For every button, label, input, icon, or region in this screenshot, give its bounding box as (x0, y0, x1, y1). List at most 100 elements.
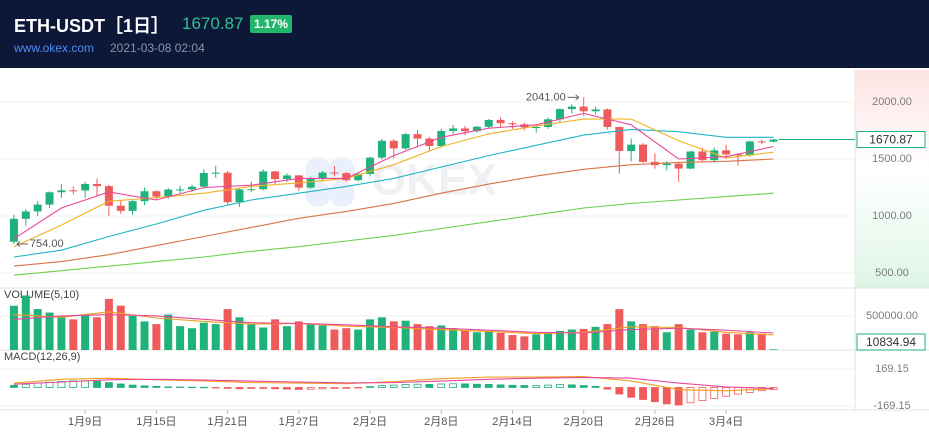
value-tag: 10834.94 (866, 335, 916, 349)
volume-bar (662, 332, 671, 350)
y-tick-label: -169.15 (873, 400, 910, 412)
candle-body (282, 175, 291, 180)
candle-body (722, 150, 731, 155)
macd-bar (520, 385, 529, 388)
y-tick-label: 1000.00 (872, 210, 912, 222)
candle-body (271, 171, 280, 180)
macd-bar (152, 385, 161, 388)
volume-bar (722, 333, 731, 350)
volume-bar (757, 333, 766, 350)
high-label: 2041.00 (526, 91, 566, 103)
macd-bar (164, 386, 173, 388)
candle-body (508, 123, 517, 125)
volume-bar (567, 329, 576, 350)
candle-body (472, 126, 481, 132)
volume-bar (555, 330, 564, 350)
volume-bar (508, 335, 517, 350)
macd-bar (472, 383, 481, 388)
macd-bar (330, 387, 339, 389)
macd-bar (413, 383, 422, 388)
volume-bar (93, 317, 102, 350)
y-tick-label: 500000.00 (866, 310, 918, 322)
watermark-text: OKEX (372, 156, 497, 205)
candle-body (639, 144, 648, 162)
macd-bar (639, 387, 647, 400)
candle-body (104, 186, 113, 206)
candle-body (757, 141, 766, 143)
candle-body (615, 126, 624, 152)
volume-bar (710, 331, 719, 350)
candle-body (235, 189, 244, 203)
volume-bar (116, 305, 125, 350)
volume-bar (21, 295, 30, 350)
volume-bar (532, 334, 541, 350)
candle-body (57, 190, 66, 193)
candle-body (93, 183, 102, 187)
x-tick-label: 1月9日 (68, 416, 102, 428)
candle-body (342, 173, 351, 181)
x-tick-label: 2月14日 (492, 416, 532, 428)
candle-body (69, 190, 78, 192)
candle-body (532, 126, 541, 128)
candle-body (710, 150, 719, 161)
macd-bar (378, 385, 386, 388)
volume-bar (734, 334, 743, 350)
volume-bar (199, 322, 208, 350)
volume-bar (271, 319, 280, 350)
volume-bar (425, 326, 434, 350)
macd-bar (104, 382, 113, 388)
macd-bar (271, 387, 279, 390)
y-tick-label: 2000.00 (872, 96, 912, 108)
logo-dot (329, 181, 355, 207)
panel-title: VOLUME(5,10) (4, 289, 79, 301)
candle-body (484, 119, 493, 127)
candle-body (401, 134, 410, 149)
y-tick-label: 169.15 (875, 363, 909, 375)
candle-body (769, 139, 778, 142)
macd-bar (532, 385, 541, 388)
volume-bar (354, 329, 363, 350)
macd-bar (544, 384, 552, 388)
candle-body (330, 172, 339, 174)
value-tag-box (856, 333, 926, 351)
value-tag-box (856, 131, 926, 149)
macd-bar (425, 384, 434, 388)
volume-bar (579, 328, 588, 350)
candle-body (128, 201, 137, 211)
volume-bar (342, 328, 351, 350)
candle-body (164, 189, 173, 197)
macd-bar (259, 387, 268, 389)
volume-bar (627, 321, 636, 350)
macd-bar (199, 386, 208, 389)
macd-bar (223, 387, 232, 389)
x-tick-label: 1月27日 (279, 416, 319, 428)
volume-bar (128, 315, 137, 350)
macd-bar (591, 385, 600, 388)
x-tick-label: 1月15日 (136, 416, 176, 428)
y-tick-label: 500.00 (875, 267, 909, 279)
volume-bar (366, 319, 375, 350)
candle-body (579, 106, 588, 112)
macd-bar (722, 387, 731, 397)
candle-body (45, 192, 54, 205)
indicator-line (13, 128, 774, 258)
candle-body (116, 205, 125, 211)
candle-body (21, 211, 30, 219)
volume-bar (460, 330, 469, 350)
volume-bar (140, 321, 149, 350)
value-tag: 1670.87 (869, 133, 913, 147)
volume-bar (187, 328, 196, 350)
volume-bar (769, 349, 778, 350)
volume-bar (698, 332, 707, 350)
volume-bar (294, 321, 303, 350)
macd-bar (567, 384, 576, 388)
macd-bar (710, 387, 719, 399)
candle-body (152, 191, 161, 197)
candle-body (662, 163, 671, 166)
volume-bar (437, 325, 446, 350)
volume-bar (45, 312, 54, 350)
volume-bar (306, 324, 315, 350)
volume-bar (33, 309, 42, 350)
candle-body (259, 171, 268, 190)
